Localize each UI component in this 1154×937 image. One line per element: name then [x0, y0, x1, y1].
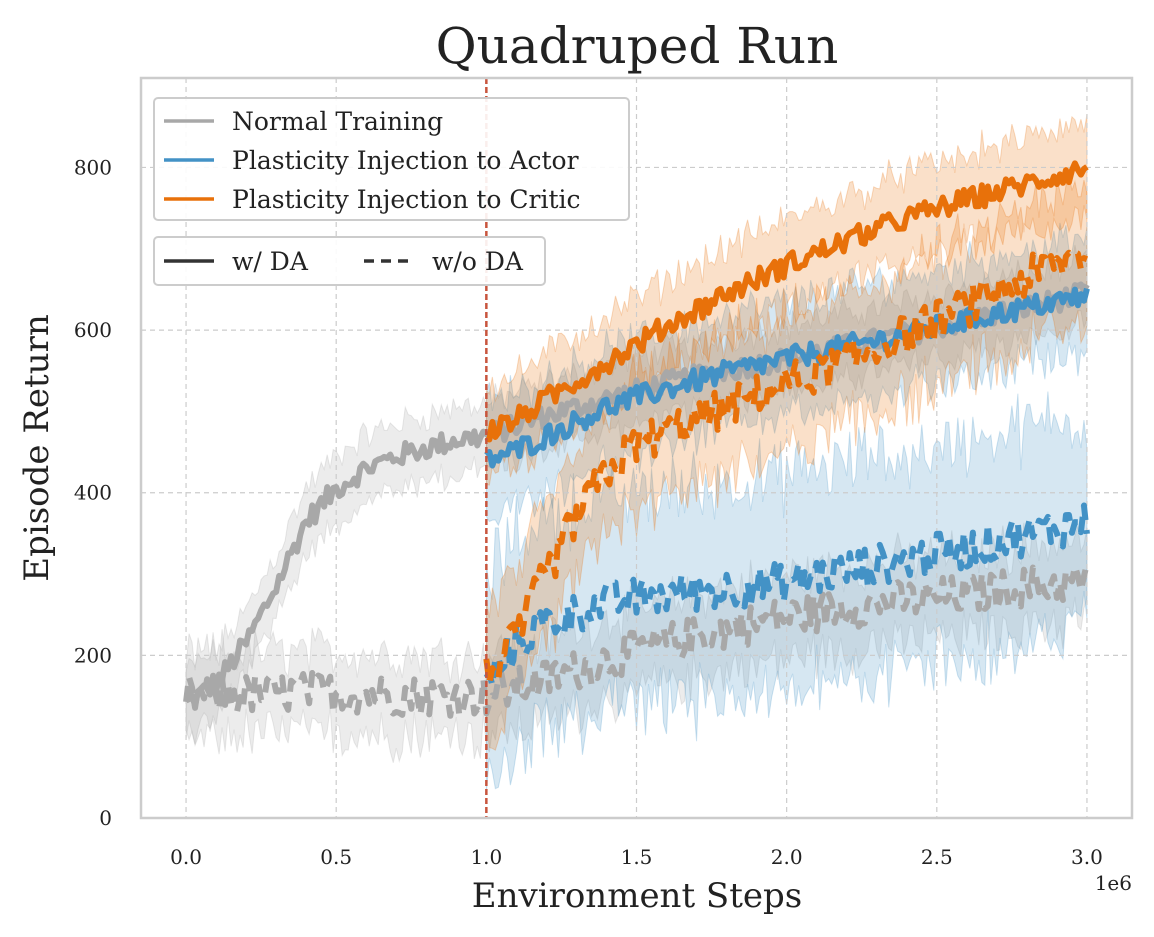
y-axis-ticks: 0 200 400 600 800	[74, 155, 112, 830]
x-tick-label: 1.5	[621, 845, 653, 869]
y-tick-label: 600	[74, 318, 112, 342]
series-line-3	[483, 502, 1090, 689]
legend-style-label: w/o DA	[432, 247, 524, 276]
x-tick-label: 3.0	[1071, 845, 1103, 869]
y-tick-label: 200	[74, 643, 112, 667]
y-axis-label: Episode Return	[17, 314, 57, 582]
x-tick-label: 2.5	[921, 845, 953, 869]
legend-methods-box	[153, 97, 630, 221]
plot-frame	[139, 76, 1134, 820]
x-tick-label: 2.0	[771, 845, 803, 869]
legend-label: Plasticity Injection to Critic	[232, 185, 581, 214]
x-axis-scale-label: 1e6	[1095, 871, 1132, 895]
x-tick-label: 1.0	[470, 845, 502, 869]
series-line-4	[484, 160, 1089, 443]
y-tick-label: 0	[99, 806, 112, 830]
y-tick-label: 800	[74, 155, 112, 179]
x-tick-label: 0.0	[170, 845, 202, 869]
series-line-5	[483, 249, 1089, 686]
x-tick-label: 0.5	[320, 845, 352, 869]
legend-style-label: w/ DA	[232, 247, 309, 276]
legend-label: Plasticity Injection to Actor	[232, 146, 579, 175]
legend-styles: w/ DA w/o DA	[153, 236, 546, 286]
x-axis-ticks: 0.0 0.5 1.0 1.5 2.0 2.5 3.0	[170, 845, 1103, 869]
x-axis-label: Environment Steps	[472, 876, 802, 916]
y-tick-label: 400	[74, 481, 112, 505]
legend-styles-box	[153, 236, 546, 286]
legend-methods: Normal Training Plasticity Injection to A…	[153, 97, 630, 221]
series-line-1	[183, 562, 1090, 719]
series-line-2	[484, 286, 1090, 469]
chart-title: Quadruped Run	[436, 17, 839, 75]
series-lines	[183, 160, 1090, 719]
legend-label: Normal Training	[232, 107, 443, 136]
